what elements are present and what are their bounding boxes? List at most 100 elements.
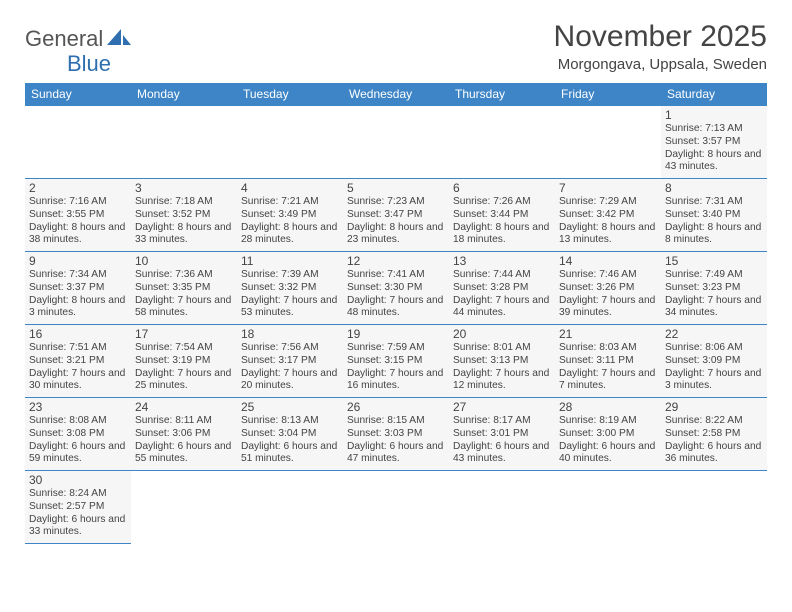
calendar-table: SundayMondayTuesdayWednesdayThursdayFrid… [25, 83, 767, 544]
calendar-day-cell: 20Sunrise: 8:01 AMSunset: 3:13 PMDayligh… [449, 325, 555, 398]
calendar-empty-cell [555, 106, 661, 179]
calendar-week-row: 1Sunrise: 7:13 AMSunset: 3:57 PMDaylight… [25, 106, 767, 179]
day-number: 29 [665, 400, 763, 414]
day-number: 10 [135, 254, 233, 268]
logo-text-blue: Blue [67, 51, 792, 77]
calendar-day-cell: 12Sunrise: 7:41 AMSunset: 3:30 PMDayligh… [343, 252, 449, 325]
calendar-day-cell: 22Sunrise: 8:06 AMSunset: 3:09 PMDayligh… [661, 325, 767, 398]
day-number: 28 [559, 400, 657, 414]
calendar-empty-cell [25, 106, 131, 179]
day-info: Sunrise: 8:15 AMSunset: 3:03 PMDaylight:… [347, 415, 445, 466]
calendar-day-cell: 2Sunrise: 7:16 AMSunset: 3:55 PMDaylight… [25, 179, 131, 252]
day-number: 25 [241, 400, 339, 414]
calendar-day-cell: 7Sunrise: 7:29 AMSunset: 3:42 PMDaylight… [555, 179, 661, 252]
calendar-week-row: 23Sunrise: 8:08 AMSunset: 3:08 PMDayligh… [25, 398, 767, 471]
weekday-header: Thursday [449, 83, 555, 106]
day-info: Sunrise: 7:21 AMSunset: 3:49 PMDaylight:… [241, 196, 339, 247]
calendar-day-cell: 4Sunrise: 7:21 AMSunset: 3:49 PMDaylight… [237, 179, 343, 252]
day-info: Sunrise: 7:46 AMSunset: 3:26 PMDaylight:… [559, 269, 657, 320]
calendar-day-cell: 29Sunrise: 8:22 AMSunset: 2:58 PMDayligh… [661, 398, 767, 471]
day-number: 22 [665, 327, 763, 341]
weekday-header: Saturday [661, 83, 767, 106]
day-number: 4 [241, 181, 339, 195]
calendar-day-cell: 16Sunrise: 7:51 AMSunset: 3:21 PMDayligh… [25, 325, 131, 398]
day-info: Sunrise: 8:03 AMSunset: 3:11 PMDaylight:… [559, 342, 657, 393]
day-info: Sunrise: 8:24 AMSunset: 2:57 PMDaylight:… [29, 488, 127, 539]
day-number: 7 [559, 181, 657, 195]
day-number: 24 [135, 400, 233, 414]
day-number: 9 [29, 254, 127, 268]
day-info: Sunrise: 7:31 AMSunset: 3:40 PMDaylight:… [665, 196, 763, 247]
calendar-day-cell: 1Sunrise: 7:13 AMSunset: 3:57 PMDaylight… [661, 106, 767, 179]
day-number: 20 [453, 327, 551, 341]
day-number: 14 [559, 254, 657, 268]
calendar-day-cell: 17Sunrise: 7:54 AMSunset: 3:19 PMDayligh… [131, 325, 237, 398]
day-info: Sunrise: 7:23 AMSunset: 3:47 PMDaylight:… [347, 196, 445, 247]
calendar-day-cell: 6Sunrise: 7:26 AMSunset: 3:44 PMDaylight… [449, 179, 555, 252]
calendar-day-cell: 11Sunrise: 7:39 AMSunset: 3:32 PMDayligh… [237, 252, 343, 325]
calendar-empty-cell [131, 106, 237, 179]
day-number: 27 [453, 400, 551, 414]
day-info: Sunrise: 7:51 AMSunset: 3:21 PMDaylight:… [29, 342, 127, 393]
weekday-header: Friday [555, 83, 661, 106]
day-info: Sunrise: 8:11 AMSunset: 3:06 PMDaylight:… [135, 415, 233, 466]
day-info: Sunrise: 7:34 AMSunset: 3:37 PMDaylight:… [29, 269, 127, 320]
weekday-header: Monday [131, 83, 237, 106]
day-info: Sunrise: 8:17 AMSunset: 3:01 PMDaylight:… [453, 415, 551, 466]
day-info: Sunrise: 7:59 AMSunset: 3:15 PMDaylight:… [347, 342, 445, 393]
day-number: 17 [135, 327, 233, 341]
day-info: Sunrise: 7:44 AMSunset: 3:28 PMDaylight:… [453, 269, 551, 320]
day-info: Sunrise: 7:18 AMSunset: 3:52 PMDaylight:… [135, 196, 233, 247]
calendar-empty-cell [237, 471, 343, 544]
day-number: 26 [347, 400, 445, 414]
day-info: Sunrise: 7:13 AMSunset: 3:57 PMDaylight:… [665, 123, 763, 174]
calendar-empty-cell [237, 106, 343, 179]
weekday-header: Sunday [25, 83, 131, 106]
day-number: 18 [241, 327, 339, 341]
calendar-empty-cell [131, 471, 237, 544]
day-number: 23 [29, 400, 127, 414]
day-info: Sunrise: 7:39 AMSunset: 3:32 PMDaylight:… [241, 269, 339, 320]
day-number: 8 [665, 181, 763, 195]
day-info: Sunrise: 7:54 AMSunset: 3:19 PMDaylight:… [135, 342, 233, 393]
calendar-body: 1Sunrise: 7:13 AMSunset: 3:57 PMDaylight… [25, 106, 767, 544]
calendar-week-row: 30Sunrise: 8:24 AMSunset: 2:57 PMDayligh… [25, 471, 767, 544]
calendar-day-cell: 27Sunrise: 8:17 AMSunset: 3:01 PMDayligh… [449, 398, 555, 471]
calendar-empty-cell [343, 106, 449, 179]
calendar-day-cell: 23Sunrise: 8:08 AMSunset: 3:08 PMDayligh… [25, 398, 131, 471]
weekday-header: Tuesday [237, 83, 343, 106]
day-info: Sunrise: 8:01 AMSunset: 3:13 PMDaylight:… [453, 342, 551, 393]
day-number: 12 [347, 254, 445, 268]
calendar-day-cell: 25Sunrise: 8:13 AMSunset: 3:04 PMDayligh… [237, 398, 343, 471]
calendar-day-cell: 9Sunrise: 7:34 AMSunset: 3:37 PMDaylight… [25, 252, 131, 325]
calendar-day-cell: 15Sunrise: 7:49 AMSunset: 3:23 PMDayligh… [661, 252, 767, 325]
day-info: Sunrise: 7:16 AMSunset: 3:55 PMDaylight:… [29, 196, 127, 247]
calendar-empty-cell [449, 471, 555, 544]
day-number: 1 [665, 108, 763, 122]
calendar-day-cell: 10Sunrise: 7:36 AMSunset: 3:35 PMDayligh… [131, 252, 237, 325]
calendar-day-cell: 21Sunrise: 8:03 AMSunset: 3:11 PMDayligh… [555, 325, 661, 398]
calendar-empty-cell [343, 471, 449, 544]
calendar-day-cell: 13Sunrise: 7:44 AMSunset: 3:28 PMDayligh… [449, 252, 555, 325]
day-number: 16 [29, 327, 127, 341]
day-info: Sunrise: 8:22 AMSunset: 2:58 PMDaylight:… [665, 415, 763, 466]
day-number: 19 [347, 327, 445, 341]
day-number: 3 [135, 181, 233, 195]
day-info: Sunrise: 7:29 AMSunset: 3:42 PMDaylight:… [559, 196, 657, 247]
day-number: 2 [29, 181, 127, 195]
day-number: 11 [241, 254, 339, 268]
day-number: 30 [29, 473, 127, 487]
day-number: 21 [559, 327, 657, 341]
calendar-week-row: 9Sunrise: 7:34 AMSunset: 3:37 PMDaylight… [25, 252, 767, 325]
day-info: Sunrise: 8:19 AMSunset: 3:00 PMDaylight:… [559, 415, 657, 466]
calendar-empty-cell [449, 106, 555, 179]
calendar-empty-cell [555, 471, 661, 544]
calendar-day-cell: 26Sunrise: 8:15 AMSunset: 3:03 PMDayligh… [343, 398, 449, 471]
day-number: 15 [665, 254, 763, 268]
calendar-day-cell: 8Sunrise: 7:31 AMSunset: 3:40 PMDaylight… [661, 179, 767, 252]
day-info: Sunrise: 8:08 AMSunset: 3:08 PMDaylight:… [29, 415, 127, 466]
logo-text-general: General [25, 26, 103, 52]
day-info: Sunrise: 8:13 AMSunset: 3:04 PMDaylight:… [241, 415, 339, 466]
day-info: Sunrise: 8:06 AMSunset: 3:09 PMDaylight:… [665, 342, 763, 393]
logo: General [25, 20, 133, 52]
